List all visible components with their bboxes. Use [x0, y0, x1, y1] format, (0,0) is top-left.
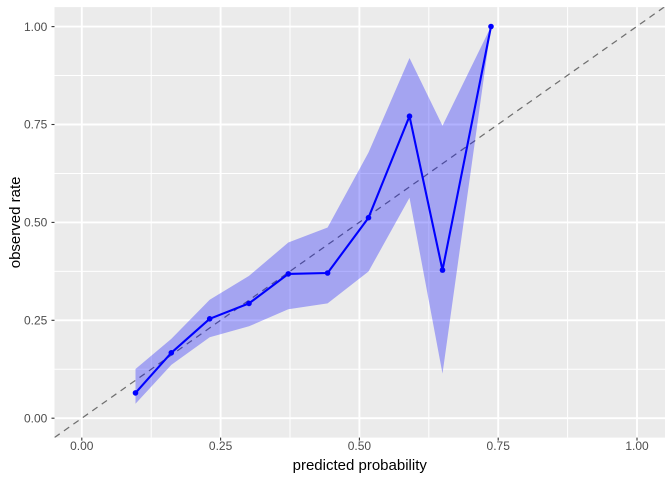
svg-text:1.00: 1.00: [24, 20, 48, 34]
svg-text:0.75: 0.75: [24, 118, 48, 132]
svg-text:0.25: 0.25: [209, 439, 233, 453]
svg-text:0.00: 0.00: [70, 439, 94, 453]
svg-text:0.50: 0.50: [24, 216, 48, 230]
svg-text:0.75: 0.75: [487, 439, 511, 453]
svg-text:0.25: 0.25: [24, 314, 48, 328]
svg-text:0.00: 0.00: [24, 411, 48, 425]
svg-text:predicted probability: predicted probability: [293, 457, 428, 474]
svg-text:observed rate: observed rate: [7, 177, 24, 269]
svg-text:0.50: 0.50: [348, 439, 372, 453]
svg-text:1.00: 1.00: [625, 439, 649, 453]
